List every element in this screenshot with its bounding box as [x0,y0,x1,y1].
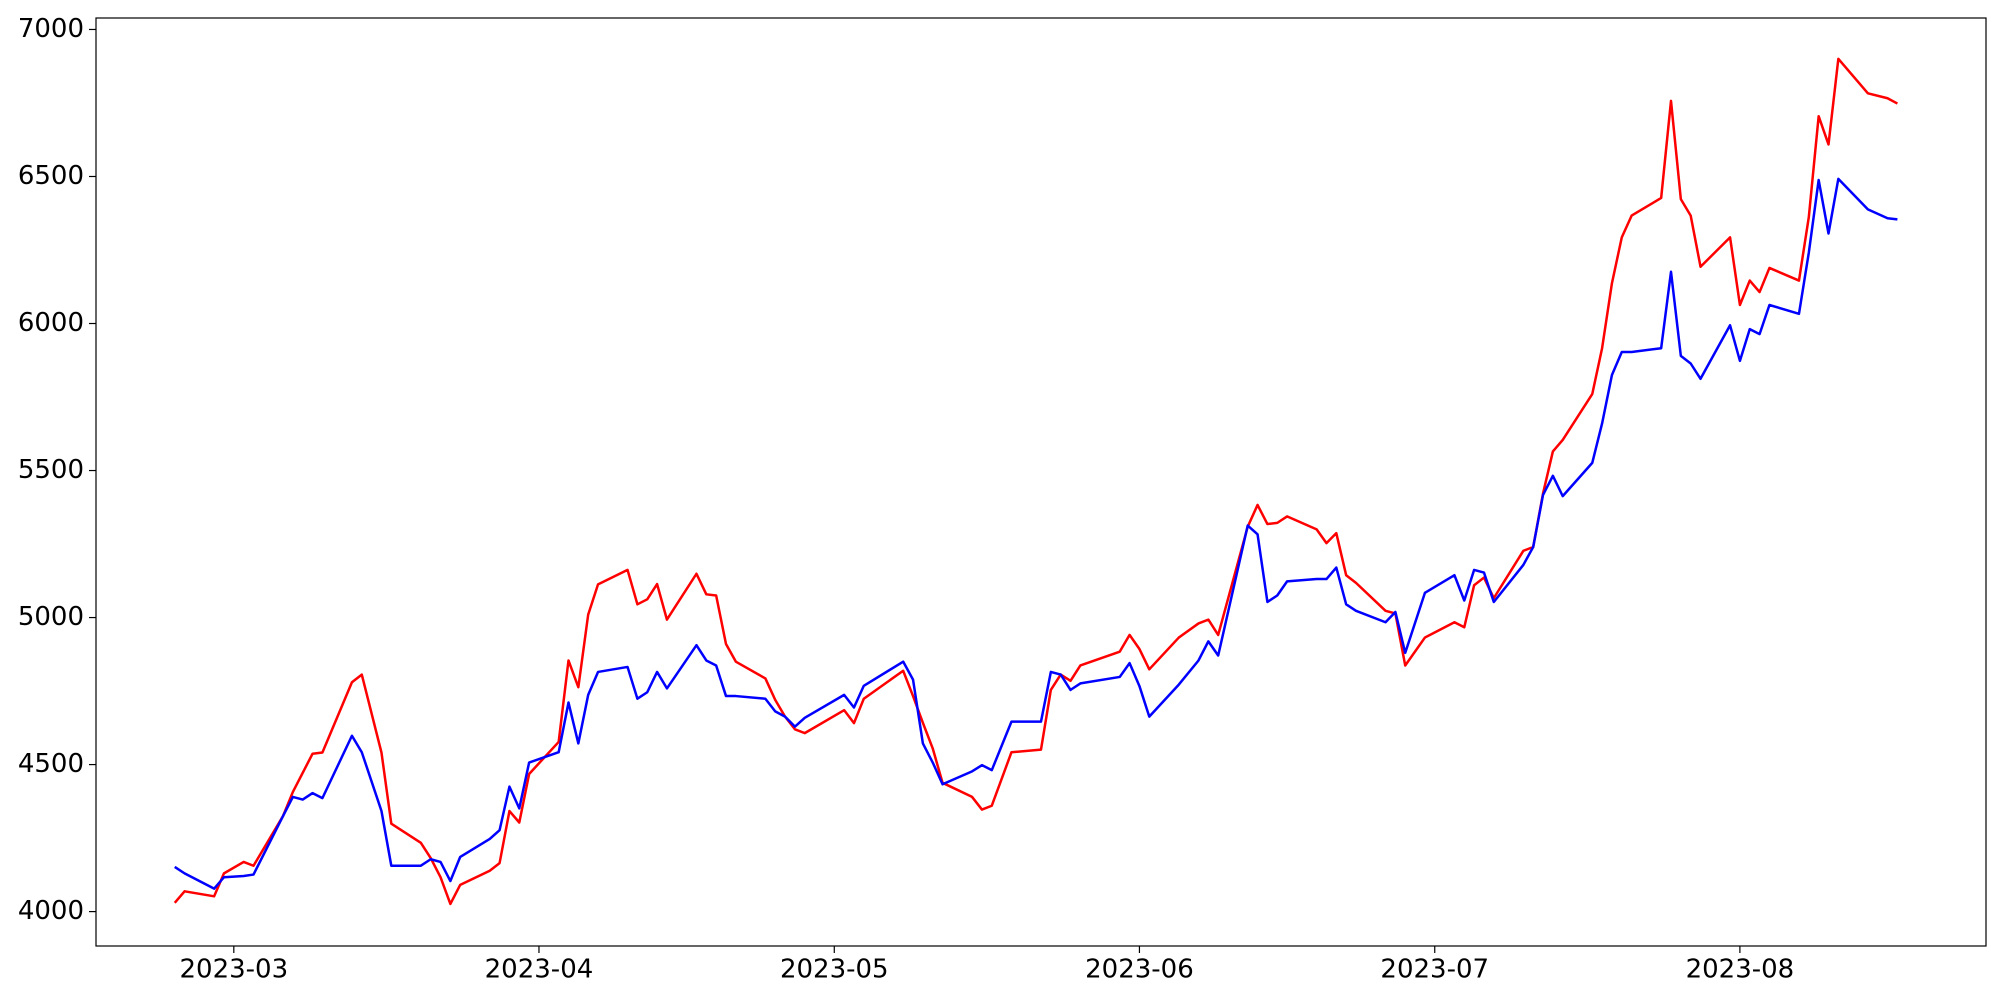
x-tick-label: 2023-08 [1686,955,1795,985]
y-tick-label: 7000 [18,14,84,44]
y-tick-label: 4000 [18,896,84,926]
y-tick-label: 5000 [18,602,84,632]
y-tick-label: 6500 [18,161,84,191]
x-tick-label: 2023-06 [1085,955,1194,985]
y-tick-label: 6000 [18,308,84,338]
line-series [173,57,1899,906]
x-tick-label: 2023-03 [179,955,288,985]
x-tick-label: 2023-05 [780,955,889,985]
plot-frame [95,17,1987,947]
y-tick-label: 4500 [18,749,84,779]
x-tick-label: 2023-04 [485,955,594,985]
line-series [174,177,1898,890]
x-tick-label: 2023-07 [1380,955,1489,985]
y-tick-label: 5500 [18,455,84,485]
